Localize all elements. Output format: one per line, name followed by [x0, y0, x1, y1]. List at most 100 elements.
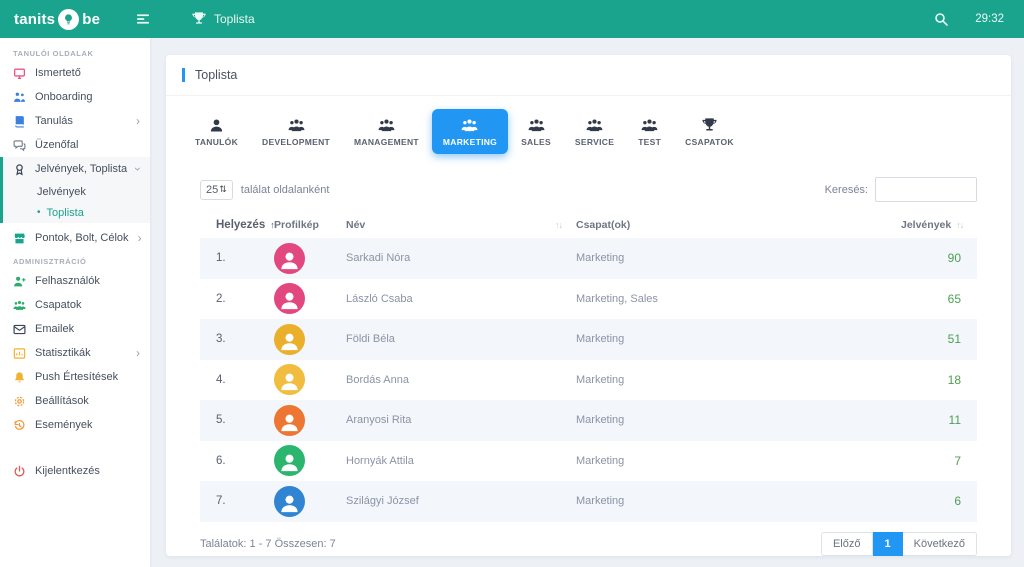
sidebar-item-beallitasok[interactable]: Beállítások — [0, 389, 150, 413]
people-icon — [13, 91, 26, 104]
sidebar-item-emailek[interactable]: Emailek — [0, 317, 150, 341]
pagination: Előző 1 Következő — [820, 531, 977, 556]
table-footer: Találatok: 1 - 7 Összesen: 7 Előző 1 Köv… — [166, 522, 1011, 567]
sidebar-item-ismerteto[interactable]: Ismertető — [0, 61, 150, 85]
sidebar-item-label: Felhasználók — [35, 275, 100, 287]
rank-cell: 6. — [216, 454, 226, 467]
sidebar-item-esemenyek[interactable]: Események — [0, 413, 150, 437]
sidebar: TANULÓI OLDALAK Ismertető Onboarding Tan… — [0, 38, 150, 567]
table-row[interactable]: 7. Szilágyi József Marketing 6 — [200, 481, 977, 522]
chevron-right-icon: › — [136, 114, 140, 128]
avatar — [274, 485, 305, 517]
users-group-icon — [13, 299, 26, 312]
badges-cell: 18 — [947, 372, 961, 387]
prev-page-button[interactable]: Előző — [820, 531, 873, 556]
tab-label: DEVELOPMENT — [262, 137, 331, 147]
sidebar-item-label: Push Értesítések — [35, 371, 119, 383]
brand-logo[interactable]: tanits be — [0, 8, 150, 30]
tab-label: MARKETING — [442, 137, 498, 147]
avatar — [274, 445, 305, 477]
sidebar-item-label: Pontok, Bolt, Célok — [35, 232, 129, 244]
table-body: 1. Sarkadi Nóra Marketing 90 2. — [200, 238, 977, 522]
rank-cell: 2. — [216, 292, 226, 305]
table-row[interactable]: 4. Bordás Anna Marketing 18 — [200, 360, 977, 401]
sidebar-item-label: Üzenőfal — [35, 139, 79, 151]
sidebar-item-label: Tanulás — [35, 115, 73, 127]
sidebar-subitem-jelvenyek[interactable]: Jelvények — [3, 181, 150, 202]
avatar-cell — [274, 404, 346, 436]
tab-development[interactable]: DEVELOPMENT — [251, 109, 341, 154]
sidebar-item-statisztikak[interactable]: Statisztikák › — [0, 341, 150, 365]
avatar — [274, 242, 305, 274]
current-page-button[interactable]: 1 — [872, 531, 903, 556]
title-accent-bar — [182, 68, 185, 82]
header-badges[interactable]: Jelvények ↑↓ — [901, 219, 964, 231]
header-rank[interactable]: Helyezés ↑↓ — [216, 219, 278, 231]
tab-sales[interactable]: SALES — [510, 109, 562, 154]
teams-cell: Marketing — [576, 414, 625, 427]
sidebar-item-tanulas[interactable]: Tanulás › — [0, 109, 150, 133]
chevron-right-icon: › — [137, 231, 142, 245]
name-cell: László Csaba — [346, 292, 413, 305]
badges-cell: 7 — [954, 453, 961, 468]
tab-marketing[interactable]: MARKETING — [431, 109, 509, 154]
store-icon — [13, 232, 26, 245]
table-row[interactable]: 6. Hornyák Attila Marketing 7 — [200, 441, 977, 482]
header-name[interactable]: Név ↑↓ — [346, 219, 563, 231]
page-size-select[interactable]: 25 ⇅ — [200, 179, 233, 200]
avatar-cell — [274, 485, 346, 517]
history-icon — [13, 419, 26, 432]
person-icon — [208, 117, 225, 132]
sidebar-item-push-ertesitesek[interactable]: Push Értesítések — [0, 365, 150, 389]
sidebar-subitem-toplista[interactable]: • Toplista — [3, 202, 150, 223]
table-row[interactable]: 2. László Csaba Marketing, Sales 65 — [200, 279, 977, 320]
table-row[interactable]: 1. Sarkadi Nóra Marketing 90 — [200, 238, 977, 279]
next-page-button[interactable]: Következő — [902, 531, 977, 556]
search-input[interactable] — [875, 177, 977, 202]
table-header-row: Helyezés ↑↓ Profilkép Név ↑↓ Csapat(ok) Je… — [200, 212, 977, 238]
topbar-page-indicator: Toplista — [191, 11, 255, 27]
sidebar-section-admin: ADMINISZTRÁCIÓ — [13, 257, 87, 266]
active-bullet: • — [37, 207, 41, 218]
tab-csapatok[interactable]: CSAPATOK — [674, 109, 745, 154]
sidebar-item-uzenofal[interactable]: Üzenőfal — [0, 133, 150, 157]
tab-tanulok[interactable]: TANULÓK — [184, 109, 249, 154]
search-icon[interactable] — [933, 11, 949, 27]
sidebar-subitem-label: Jelvények — [37, 185, 86, 198]
tab-label: TEST — [638, 137, 662, 147]
rank-cell: 5. — [216, 414, 226, 427]
sidebar-toggle-icon[interactable] — [135, 11, 151, 27]
tab-label: CSAPATOK — [685, 137, 734, 147]
sidebar-item-jelvenyek-toplista[interactable]: Jelvények, Toplista › — [3, 157, 150, 181]
badges-cell: 11 — [948, 413, 961, 428]
users-group-icon — [528, 117, 545, 132]
brand-bulb-icon — [58, 8, 80, 30]
sidebar-item-pontok-bolt-celok[interactable]: Pontok, Bolt, Célok › — [0, 226, 150, 250]
table-row[interactable]: 5. Aranyosi Rita Marketing 11 — [200, 400, 977, 441]
card-title-row: Toplista — [166, 55, 1011, 96]
table-row[interactable]: 3. Földi Béla Marketing 51 — [200, 319, 977, 360]
sidebar-item-kijelentkezes[interactable]: Kijelentkezés — [0, 459, 150, 483]
avatar — [274, 404, 305, 436]
badge-icon — [13, 163, 26, 176]
book-icon — [13, 115, 26, 128]
teams-cell: Marketing, Sales — [576, 292, 658, 305]
users-group-icon — [378, 117, 395, 132]
users-group-icon — [641, 117, 658, 132]
sidebar-item-csapatok[interactable]: Csapatok — [0, 293, 150, 317]
name-cell: Hornyák Attila — [346, 454, 414, 467]
sidebar-item-label: Jelvények, Toplista — [35, 163, 128, 175]
sidebar-item-onboarding[interactable]: Onboarding — [0, 85, 150, 109]
name-cell: Aranyosi Rita — [346, 414, 412, 427]
teams-cell: Marketing — [576, 373, 625, 386]
tab-service[interactable]: SERVICE — [564, 109, 625, 154]
name-cell: Szilágyi József — [346, 495, 419, 508]
tab-test[interactable]: TEST — [627, 109, 672, 154]
toplist-card: Toplista TANULÓK DEVELOPMENT MANAGEMENT — [166, 55, 1011, 556]
name-cell: Bordás Anna — [346, 373, 409, 386]
chat-icon — [13, 139, 26, 152]
badges-cell: 65 — [947, 291, 961, 306]
tab-management[interactable]: MANAGEMENT — [343, 109, 430, 154]
sidebar-item-felhasznalok[interactable]: Felhasználók — [0, 269, 150, 293]
page-size-suffix: találat oldalanként — [240, 183, 330, 196]
